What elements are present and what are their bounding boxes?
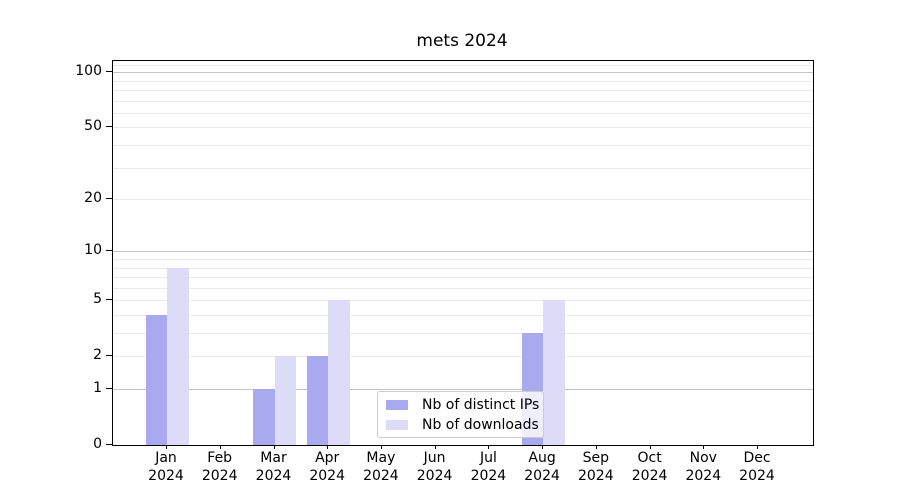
gridline-minor xyxy=(113,90,813,91)
bar-distinct-ips-jan xyxy=(145,315,167,445)
x-tick xyxy=(649,445,651,449)
x-tick xyxy=(595,445,597,449)
y-tick xyxy=(106,444,112,445)
x-tick xyxy=(219,445,221,449)
x-axis-tick-label: Jul 2024 xyxy=(470,450,507,484)
y-tick xyxy=(106,71,112,73)
x-tick xyxy=(488,445,490,449)
y-tick xyxy=(106,355,112,357)
bar-distinct-ips-mar xyxy=(253,389,275,445)
gridline-minor xyxy=(113,199,813,201)
y-axis-tick-label: 5 xyxy=(93,291,102,308)
gridline-minor xyxy=(113,64,813,66)
gridline-minor xyxy=(113,259,813,260)
x-tick xyxy=(757,445,758,449)
gridline-minor xyxy=(113,100,813,102)
plot-area xyxy=(112,60,814,446)
x-axis-tick-label: Nov 2024 xyxy=(685,450,722,484)
x-tick xyxy=(434,445,436,449)
y-axis-tick-label: 1 xyxy=(93,380,102,396)
bar-downloads-mar xyxy=(274,356,296,445)
gridline-major xyxy=(113,251,813,253)
y-axis-tick-label: 0 xyxy=(93,436,102,452)
chart-title: mets 2024 xyxy=(416,31,508,51)
x-axis-tick-label: Oct 2024 xyxy=(631,450,668,484)
x-tick xyxy=(380,445,382,449)
x-axis-tick-label: Feb 2024 xyxy=(201,450,238,484)
gridline-major xyxy=(113,389,813,390)
gridline-minor xyxy=(113,167,813,169)
gridline-minor xyxy=(113,80,813,82)
x-axis-tick-label: Jan 2024 xyxy=(148,450,184,484)
legend-swatch-downloads xyxy=(386,419,408,430)
gridline-minor xyxy=(113,112,813,114)
gridline-minor xyxy=(113,267,813,269)
gridline-minor xyxy=(113,333,813,334)
y-tick xyxy=(106,198,112,200)
legend-entry-distinct-ips: Nb of distinct IPs xyxy=(386,397,539,413)
x-axis-tick-label: Aug 2024 xyxy=(524,450,560,484)
y-axis-tick-label: 2 xyxy=(93,347,102,364)
legend-entry-downloads: Nb of downloads xyxy=(386,417,539,433)
y-axis-tick-label: 100 xyxy=(75,63,102,80)
x-axis-tick-label: May 2024 xyxy=(363,450,399,484)
x-tick xyxy=(542,445,544,449)
gridline-minor xyxy=(113,356,813,358)
gridline-major xyxy=(113,72,813,74)
x-tick xyxy=(273,445,275,449)
x-axis-tick-label: Sep 2024 xyxy=(577,450,614,484)
gridline-minor xyxy=(113,300,813,302)
y-tick xyxy=(106,126,112,128)
x-tick xyxy=(703,445,705,449)
bar-downloads-apr xyxy=(328,300,350,445)
x-axis-tick-label: Mar 2024 xyxy=(255,450,292,484)
bar-downloads-jan xyxy=(167,267,189,445)
gridline-minor xyxy=(113,127,813,129)
gridline-minor xyxy=(113,315,813,316)
bar-downloads-aug xyxy=(543,300,565,445)
y-axis-tick-label: 50 xyxy=(84,118,102,135)
y-tick xyxy=(106,299,112,301)
legend-label-distinct-ips: Nb of distinct IPs xyxy=(422,396,540,413)
legend-label-downloads: Nb of downloads xyxy=(422,416,539,433)
y-axis-tick-label: 20 xyxy=(84,190,102,207)
x-axis-tick-label: Apr 2024 xyxy=(309,450,345,484)
legend: Nb of distinct IPs Nb of downloads xyxy=(377,391,544,438)
x-axis-tick-label: Jun 2024 xyxy=(416,450,453,484)
x-tick xyxy=(166,445,167,449)
gridline-minor xyxy=(113,145,813,146)
gridline-minor xyxy=(113,287,813,289)
bar-distinct-ips-apr xyxy=(306,356,329,445)
legend-swatch-distinct-ips xyxy=(386,399,408,410)
y-axis-tick-label: 10 xyxy=(84,242,102,259)
x-axis-tick-label: Dec 2024 xyxy=(739,450,775,484)
x-tick xyxy=(327,445,329,449)
gridline-minor xyxy=(113,277,813,278)
y-tick xyxy=(106,250,112,252)
y-tick xyxy=(106,388,112,389)
